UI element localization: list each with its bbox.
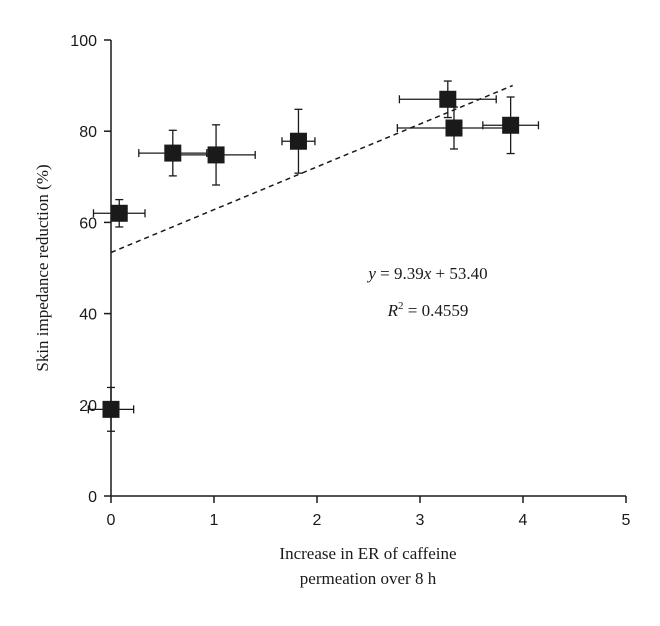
data-point-marker	[110, 204, 128, 222]
equation-tail: + 53.40	[431, 264, 487, 283]
y-tick-label: 0	[88, 489, 97, 506]
x-tick-label: 3	[416, 512, 425, 529]
data-point-marker	[164, 144, 182, 162]
fit-equation-annotation: y = 9.39x + 53.40	[366, 264, 487, 283]
error-bars	[87, 80, 540, 432]
data-point-marker	[102, 400, 120, 418]
x-tick-label: 2	[313, 512, 322, 529]
r-sup: 2	[398, 300, 404, 312]
equation-y-var: y	[366, 264, 376, 283]
x-tick-label: 1	[210, 512, 219, 529]
data-markers	[102, 90, 520, 418]
r-var: R	[387, 301, 399, 320]
equation-mid: = 9.39	[376, 264, 424, 283]
data-point-marker	[445, 119, 463, 137]
x-tick-label: 0	[107, 512, 116, 529]
data-point-marker	[207, 146, 225, 164]
r-squared-annotation: R2 = 0.4559	[387, 300, 469, 320]
x-tick-label: 4	[519, 512, 528, 529]
y-tick-label: 100	[70, 33, 97, 50]
y-tick-label: 60	[79, 215, 97, 232]
data-point-marker	[502, 116, 520, 134]
y-tick-label: 40	[79, 307, 97, 324]
y-tick-label: 80	[79, 124, 97, 141]
fit-layer	[110, 84, 513, 254]
x-axis-ticks: 0 1 2 3 4 5	[107, 496, 631, 529]
data-point-marker	[439, 90, 457, 108]
x-axis-title-line-2: permeation over 8 h	[300, 569, 437, 588]
fit-line	[110, 84, 513, 254]
equation-x-var: x	[423, 264, 432, 283]
r-tail: = 0.4559	[404, 301, 469, 320]
x-tick-label: 5	[622, 512, 631, 529]
y-axis-title: Skin impedance reduction (%)	[33, 164, 52, 371]
x-axis-title-line-1: Increase in ER of caffeine	[279, 544, 456, 563]
data-point-marker	[289, 132, 307, 150]
